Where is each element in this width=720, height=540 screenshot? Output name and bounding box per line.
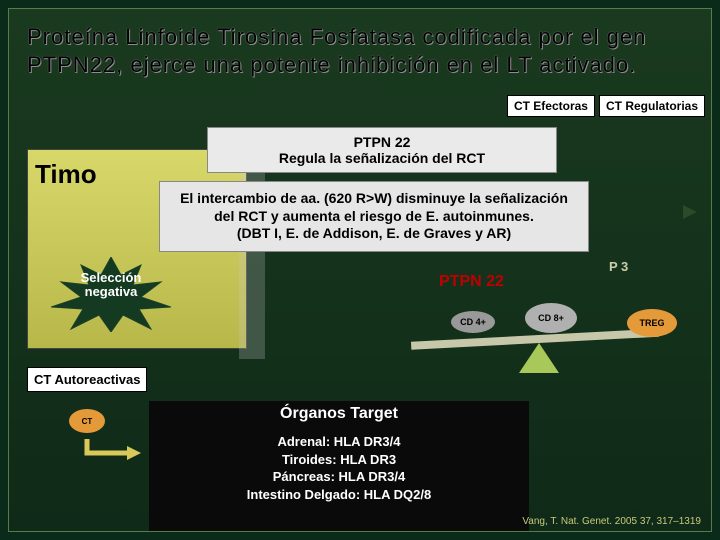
organ-adrenal: Adrenal: HLA DR3/4 [157,433,521,451]
seesaw [409,329,669,369]
organs-panel: Órganos Target Adrenal: HLA DR3/4 Tiroid… [149,401,529,531]
ptpn22-red-label: PTPN 22 [439,273,504,291]
callout1-line1: PTPN 22 [354,134,411,150]
citation: Vang, T. Nat. Genet. 2005 37, 317–1319 [522,516,701,527]
ct-autoreactivas-box: CT Autoreactivas [27,367,147,392]
cd8-cell: CD 8+ [525,303,577,333]
burst-text: Selección negativa [71,271,151,300]
box-efectoras: CT Efectoras [507,95,595,117]
burst-line2: negativa [85,284,138,299]
slide-frame: Proteína Linfoide Tirosina Fosfatasa cod… [8,8,712,532]
slide-title: Proteína Linfoide Tirosina Fosfatasa cod… [27,23,693,78]
organ-intestino: Intestino Delgado: HLA DQ2/8 [157,486,521,504]
cd4-cell: CD 4+ [451,311,495,333]
callout-ptpn22: PTPN 22 Regula la señalización del RCT [207,127,557,173]
treg-cell: TREG [627,309,677,337]
organ-tiroides: Tiroides: HLA DR3 [157,451,521,469]
callout-exchange: El intercambio de aa. (620 R>W) disminuy… [159,181,589,252]
timo-label: Timo [35,159,97,190]
top-right-boxes: CT Efectoras CT Regulatorias [507,95,705,117]
arrow-down-icon [83,437,143,472]
organs-title: Órganos Target [157,405,521,423]
organs-list: Adrenal: HLA DR3/4 Tiroides: HLA DR3 Pán… [157,433,521,503]
box-regulatorias: CT Regulatorias [599,95,705,117]
burst-line1: Selección [81,270,142,285]
ct-small-cell: CT [69,409,105,433]
right-arrow-icon [683,205,697,224]
organ-pancreas: Páncreas: HLA DR3/4 [157,468,521,486]
callout1-line2: Regula la señalización del RCT [279,150,485,166]
p3-label: P 3 [609,259,628,274]
